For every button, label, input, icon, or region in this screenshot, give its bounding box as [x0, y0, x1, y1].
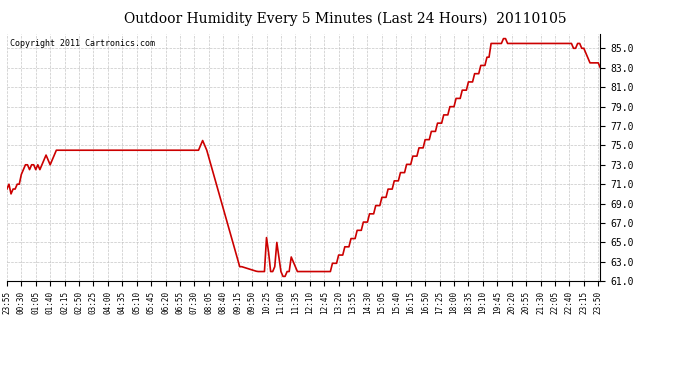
Text: Copyright 2011 Cartronics.com: Copyright 2011 Cartronics.com [10, 39, 155, 48]
Text: Outdoor Humidity Every 5 Minutes (Last 24 Hours)  20110105: Outdoor Humidity Every 5 Minutes (Last 2… [124, 11, 566, 26]
